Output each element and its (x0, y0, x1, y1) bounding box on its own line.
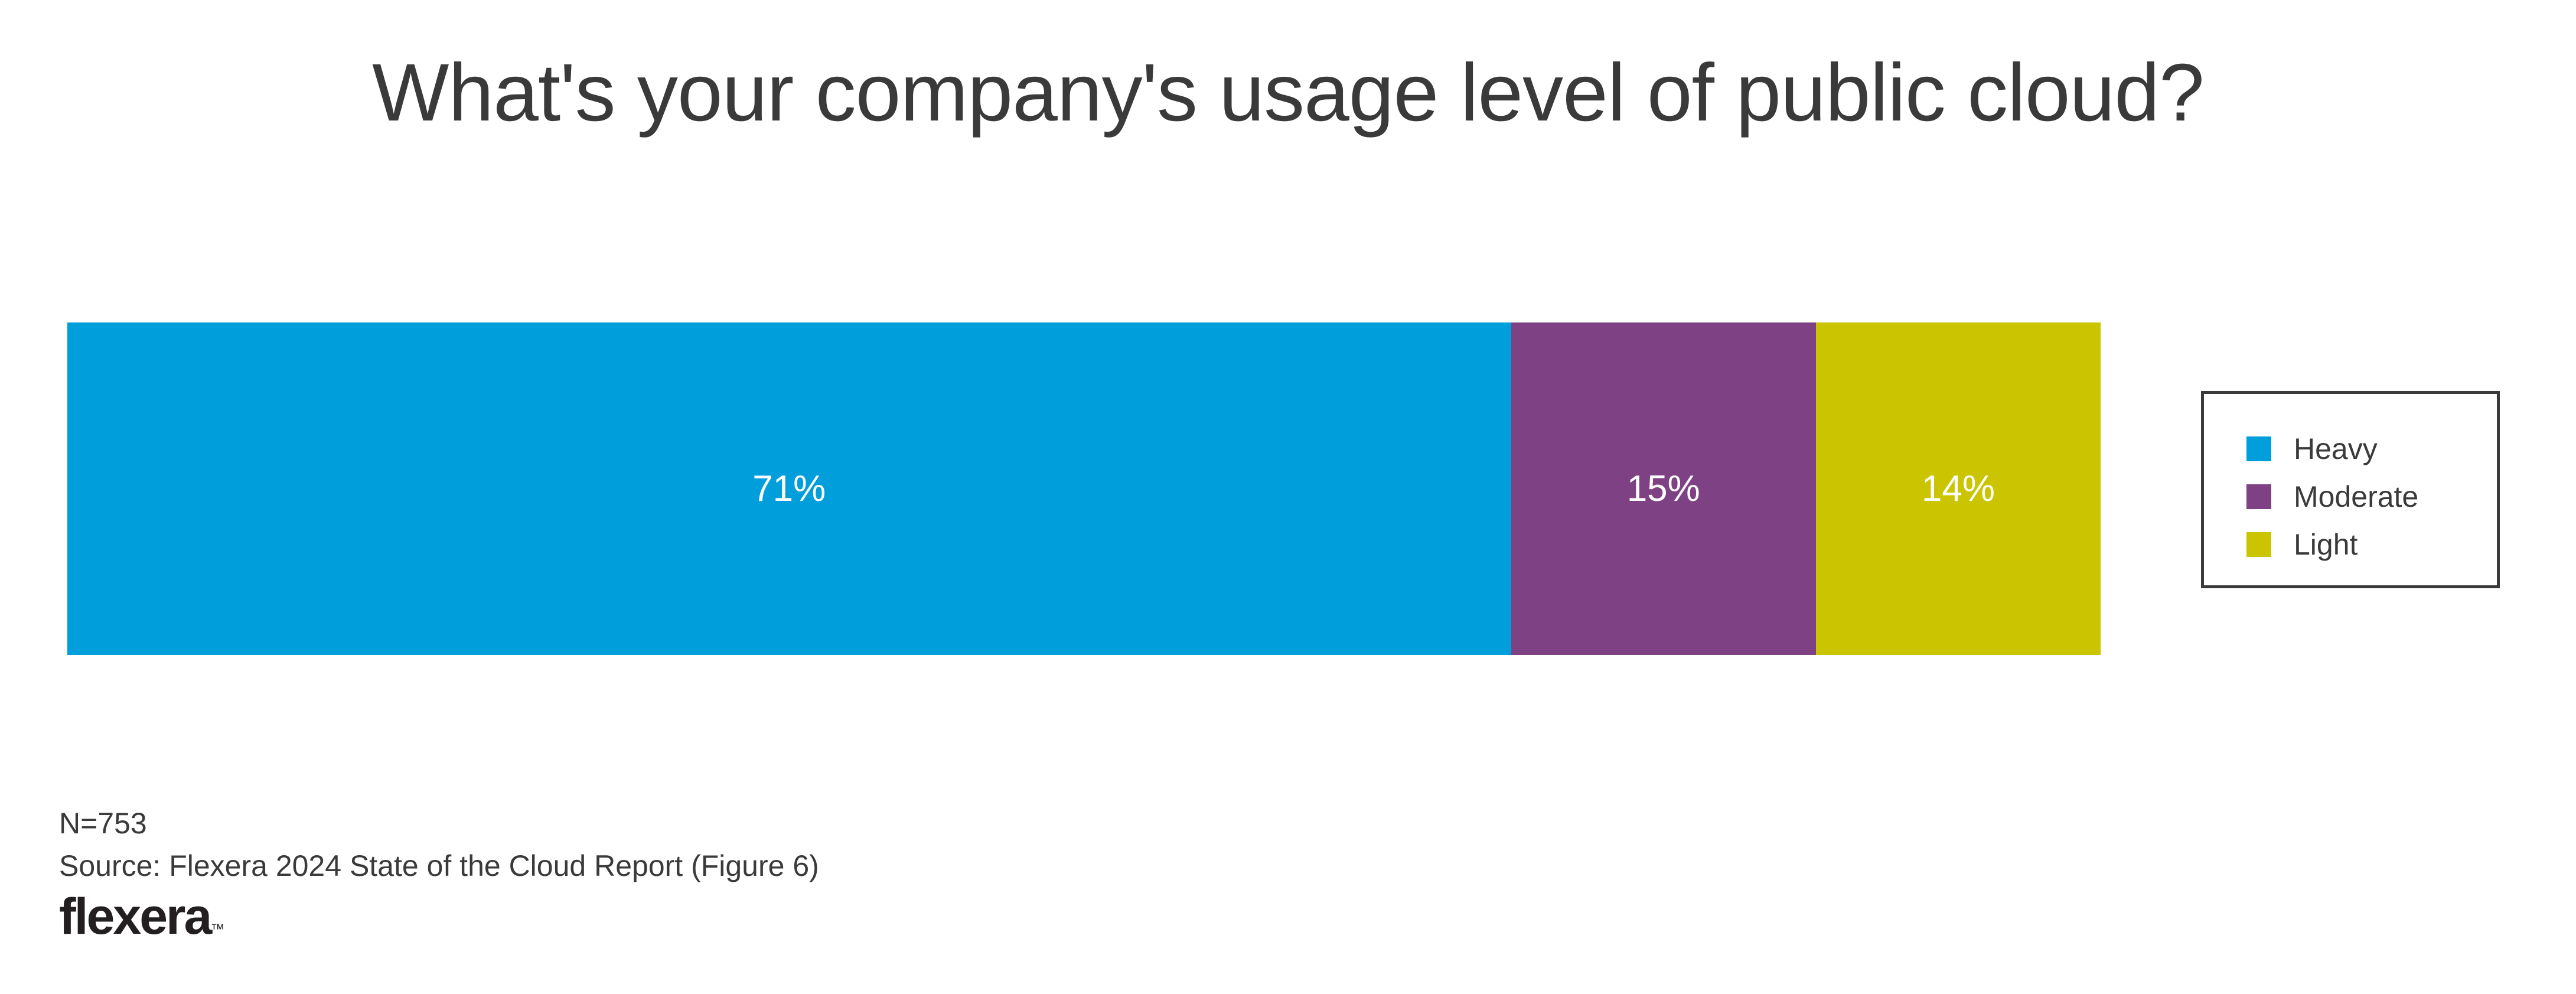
bar-segment-moderate: 15% (1511, 322, 1816, 655)
legend: Heavy Moderate Light (2201, 391, 2500, 588)
bar-value-label-light: 14% (1921, 468, 1995, 509)
stacked-bar: 71% 15% 14% (67, 322, 2101, 655)
legend-swatch-heavy (2246, 436, 2271, 461)
bar-segment-heavy: 71% (67, 322, 1511, 655)
legend-item-heavy: Heavy (2246, 432, 2497, 465)
flexera-logo-text: flexera (59, 888, 212, 945)
chart-title: What's your company's usage level of pub… (372, 47, 2205, 138)
legend-swatch-light (2246, 532, 2271, 557)
flexera-logo: flexera™ (59, 891, 819, 953)
bar-value-label-moderate: 15% (1626, 468, 1700, 509)
source-note: Source: Flexera 2024 State of the Cloud … (59, 849, 819, 882)
legend-label-heavy: Heavy (2294, 432, 2378, 465)
legend-label-light: Light (2294, 528, 2358, 561)
legend-item-moderate: Moderate (2246, 480, 2497, 513)
legend-items: Heavy Moderate Light (2246, 432, 2497, 561)
trademark-symbol: ™ (210, 921, 225, 937)
legend-label-moderate: Moderate (2294, 480, 2419, 513)
footer: N=753 Source: Flexera 2024 State of the … (59, 802, 819, 953)
legend-swatch-moderate (2246, 484, 2271, 509)
legend-item-light: Light (2246, 528, 2497, 561)
bar-value-label-heavy: 71% (752, 468, 826, 509)
bar-segment-light: 14% (1815, 322, 2101, 655)
sample-size-note: N=753 (59, 807, 147, 840)
